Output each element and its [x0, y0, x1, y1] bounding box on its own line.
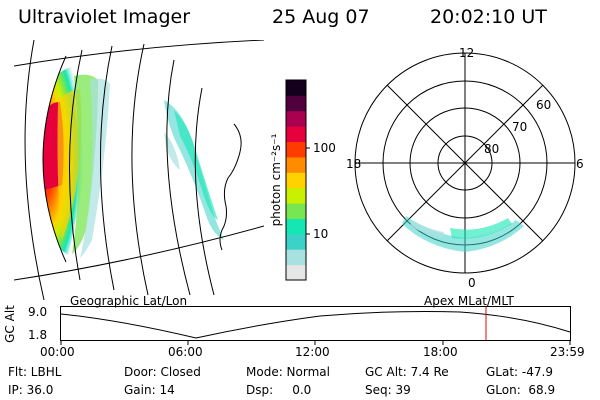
polar-mlt-0: 0 — [468, 276, 476, 290]
colorbar-cell — [286, 80, 306, 96]
colorbar-tick-100: 100 — [313, 141, 336, 155]
altitude-xtick-3: 18:00 — [423, 345, 458, 359]
colorbar-cell — [286, 110, 306, 127]
colorbar-cell — [286, 187, 306, 204]
altitude-plot — [60, 306, 571, 345]
colorbar-cell — [286, 172, 306, 189]
colorbar-unit-label: photon cm⁻²s⁻¹ — [269, 133, 283, 227]
status-gain: Gain: 14 — [124, 383, 175, 397]
polar-lat-80: 80 — [484, 142, 500, 156]
altitude-xtick-2: 12:00 — [295, 345, 330, 359]
status-flt: Flt: LBHL — [8, 365, 62, 379]
geographic-label: Geographic Lat/Lon — [70, 294, 188, 308]
polar-mlt-18: 18 — [346, 157, 362, 171]
polar-mlt-6: 6 — [576, 157, 584, 171]
polar-mlt-12: 12 — [459, 46, 475, 60]
app-title: Ultraviolet Imager — [18, 6, 191, 28]
status-gcalt: GC Alt: 7.4 Re — [365, 365, 449, 379]
colorbar-cell — [286, 218, 306, 235]
altitude-ymin: 1.8 — [28, 328, 48, 342]
header-date: 25 Aug 07 — [272, 6, 370, 28]
altitude-xtick-0: 00:00 — [40, 345, 75, 359]
polar-plot — [354, 52, 576, 274]
geographic-image — [14, 40, 264, 300]
polar-lat-70: 70 — [512, 120, 528, 134]
status-seq: Seq: 39 — [365, 383, 411, 397]
header-time: 20:02:10 UT — [430, 6, 547, 28]
colorbar — [285, 79, 310, 281]
status-ip: IP: 36.0 — [8, 383, 54, 397]
altitude-xtick-1: 06:00 — [168, 345, 203, 359]
status-door: Door: Closed — [124, 365, 201, 379]
altitude-xtick-4: 23:59 — [550, 345, 585, 359]
colorbar-cell — [286, 203, 306, 219]
colorbar-cell — [286, 156, 306, 173]
colorbar-cell — [286, 141, 306, 158]
status-dsp: Dsp: 0.0 — [246, 383, 312, 397]
colorbar-cell — [286, 233, 306, 250]
colorbar-tick-10: 10 — [313, 227, 329, 241]
polar-lat-60: 60 — [536, 98, 552, 112]
apex-label: Apex MLat/MLT — [424, 294, 514, 308]
altitude-ymax: 9.0 — [28, 305, 48, 319]
status-glon: GLon: 68.9 — [486, 383, 556, 397]
altitude-ylabel: GC Alt — [3, 305, 17, 343]
colorbar-cell — [286, 126, 306, 143]
colorbar-cell — [286, 249, 306, 266]
status-glat: GLat: -47.9 — [486, 365, 553, 379]
status-mode: Mode: Normal — [246, 365, 330, 379]
colorbar-cell — [286, 264, 306, 281]
colorbar-cell — [286, 95, 306, 112]
